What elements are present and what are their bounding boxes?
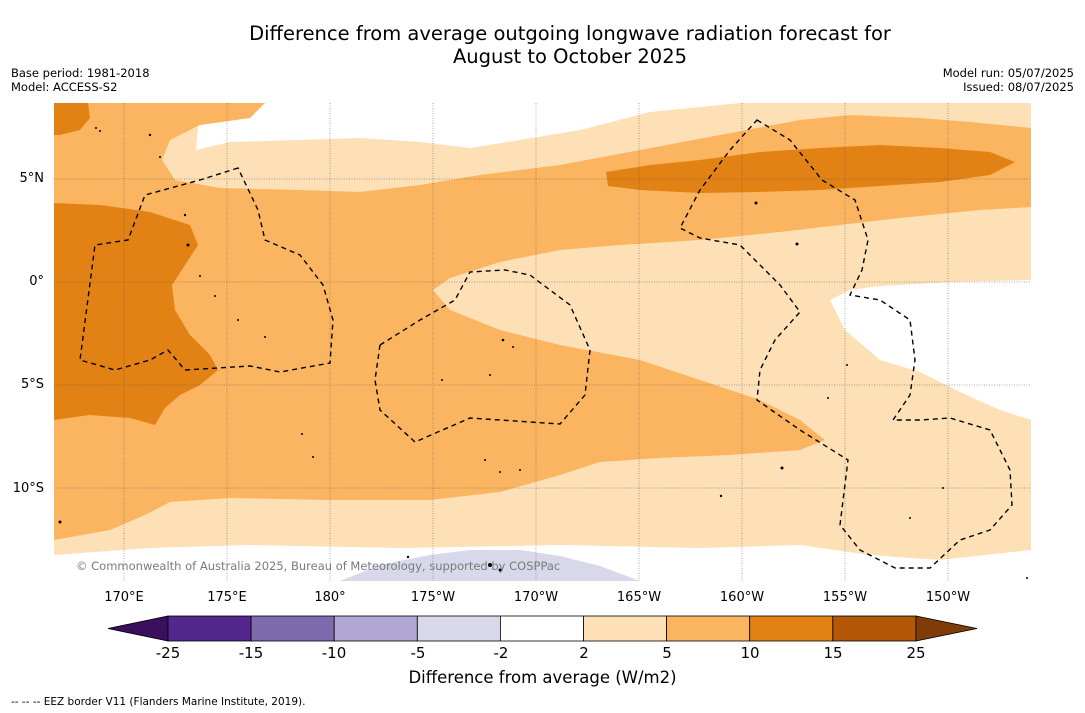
colorbar-segment: [416, 615, 501, 642]
lon-label-175e: 175°E: [207, 590, 247, 605]
band-orange: [54, 103, 1031, 540]
right-metadata: Model run: 05/07/2025 Issued: 08/07/2025: [943, 66, 1074, 94]
chart-title: Difference from average outgoing longwav…: [130, 22, 1010, 68]
lat-grid: [54, 178, 1031, 489]
colorbar-label: Difference from average (W/m2): [408, 668, 677, 687]
title-line-2: August to October 2025: [452, 45, 688, 68]
colorbar-segment: [749, 615, 834, 642]
lon-label-150w: 150°W: [925, 590, 971, 605]
left-metadata: Base period: 1981-2018 Model: ACCESS-S2: [11, 66, 150, 94]
issued-date: Issued: 08/07/2025: [963, 80, 1074, 94]
islands: [58, 127, 1028, 579]
lat-label-5n: 5°N: [19, 171, 45, 186]
lat-label-5s: 5°S: [20, 377, 44, 392]
base-period: Base period: 1981-2018: [11, 66, 150, 80]
core-dark-orange-west-top: [54, 103, 90, 135]
colorbar-tick: 5: [662, 644, 672, 662]
lat-label-0: 0°: [29, 274, 44, 289]
core-dark-orange-east: [606, 145, 1015, 193]
colorbar-tick: 25: [906, 644, 926, 662]
lon-label-160w: 160°W: [719, 590, 765, 605]
core-dark-orange-west: [54, 203, 218, 425]
colorbar-extend-low: [107, 615, 169, 642]
colorbar-extend-high: [915, 615, 978, 642]
colorbar-segment: [583, 615, 667, 642]
colorbar-segment: [499, 615, 584, 642]
colorbar-segment: [666, 615, 751, 642]
lat-label-10s: 10°S: [12, 481, 44, 496]
colorbar-segment: [832, 615, 917, 642]
lon-label-165w: 165°W: [616, 590, 662, 605]
lon-label-170e: 170°E: [104, 590, 144, 605]
white-region-north-2: [196, 103, 740, 150]
colorbar-segment: [333, 615, 418, 642]
colorbar-tick: -15: [238, 644, 264, 662]
model-run: Model run: 05/07/2025: [942, 66, 1074, 80]
eez-footnote: -- -- -- EEZ border V11 (Flanders Marine…: [11, 696, 306, 708]
colorbar-tick: -25: [155, 644, 181, 662]
colorbar-tick: 10: [740, 644, 760, 662]
colorbar-segment: [167, 615, 252, 642]
colorbar-tick: 2: [579, 644, 589, 662]
lon-label-170w: 170°W: [513, 590, 559, 605]
colorbar-tick: 15: [823, 644, 843, 662]
lon-label-180: 180°: [314, 590, 346, 605]
colorbar-tick: -5: [410, 644, 426, 662]
copyright-notice: © Commonwealth of Australia 2025, Bureau…: [76, 559, 561, 573]
colorbar-segment: [250, 615, 335, 642]
model-name: Model: ACCESS-S2: [11, 80, 118, 94]
white-region-east: [830, 280, 1031, 420]
lon-label-175w: 175°W: [410, 590, 456, 605]
lon-grid: [123, 103, 949, 581]
lon-label-155w: 155°W: [822, 590, 868, 605]
title-line-1: Difference from average outgoing longwav…: [249, 22, 891, 45]
colorbar-tick: -10: [321, 644, 347, 662]
eez-borders: [79, 119, 1013, 569]
colorbar-tick: -2: [493, 644, 509, 662]
